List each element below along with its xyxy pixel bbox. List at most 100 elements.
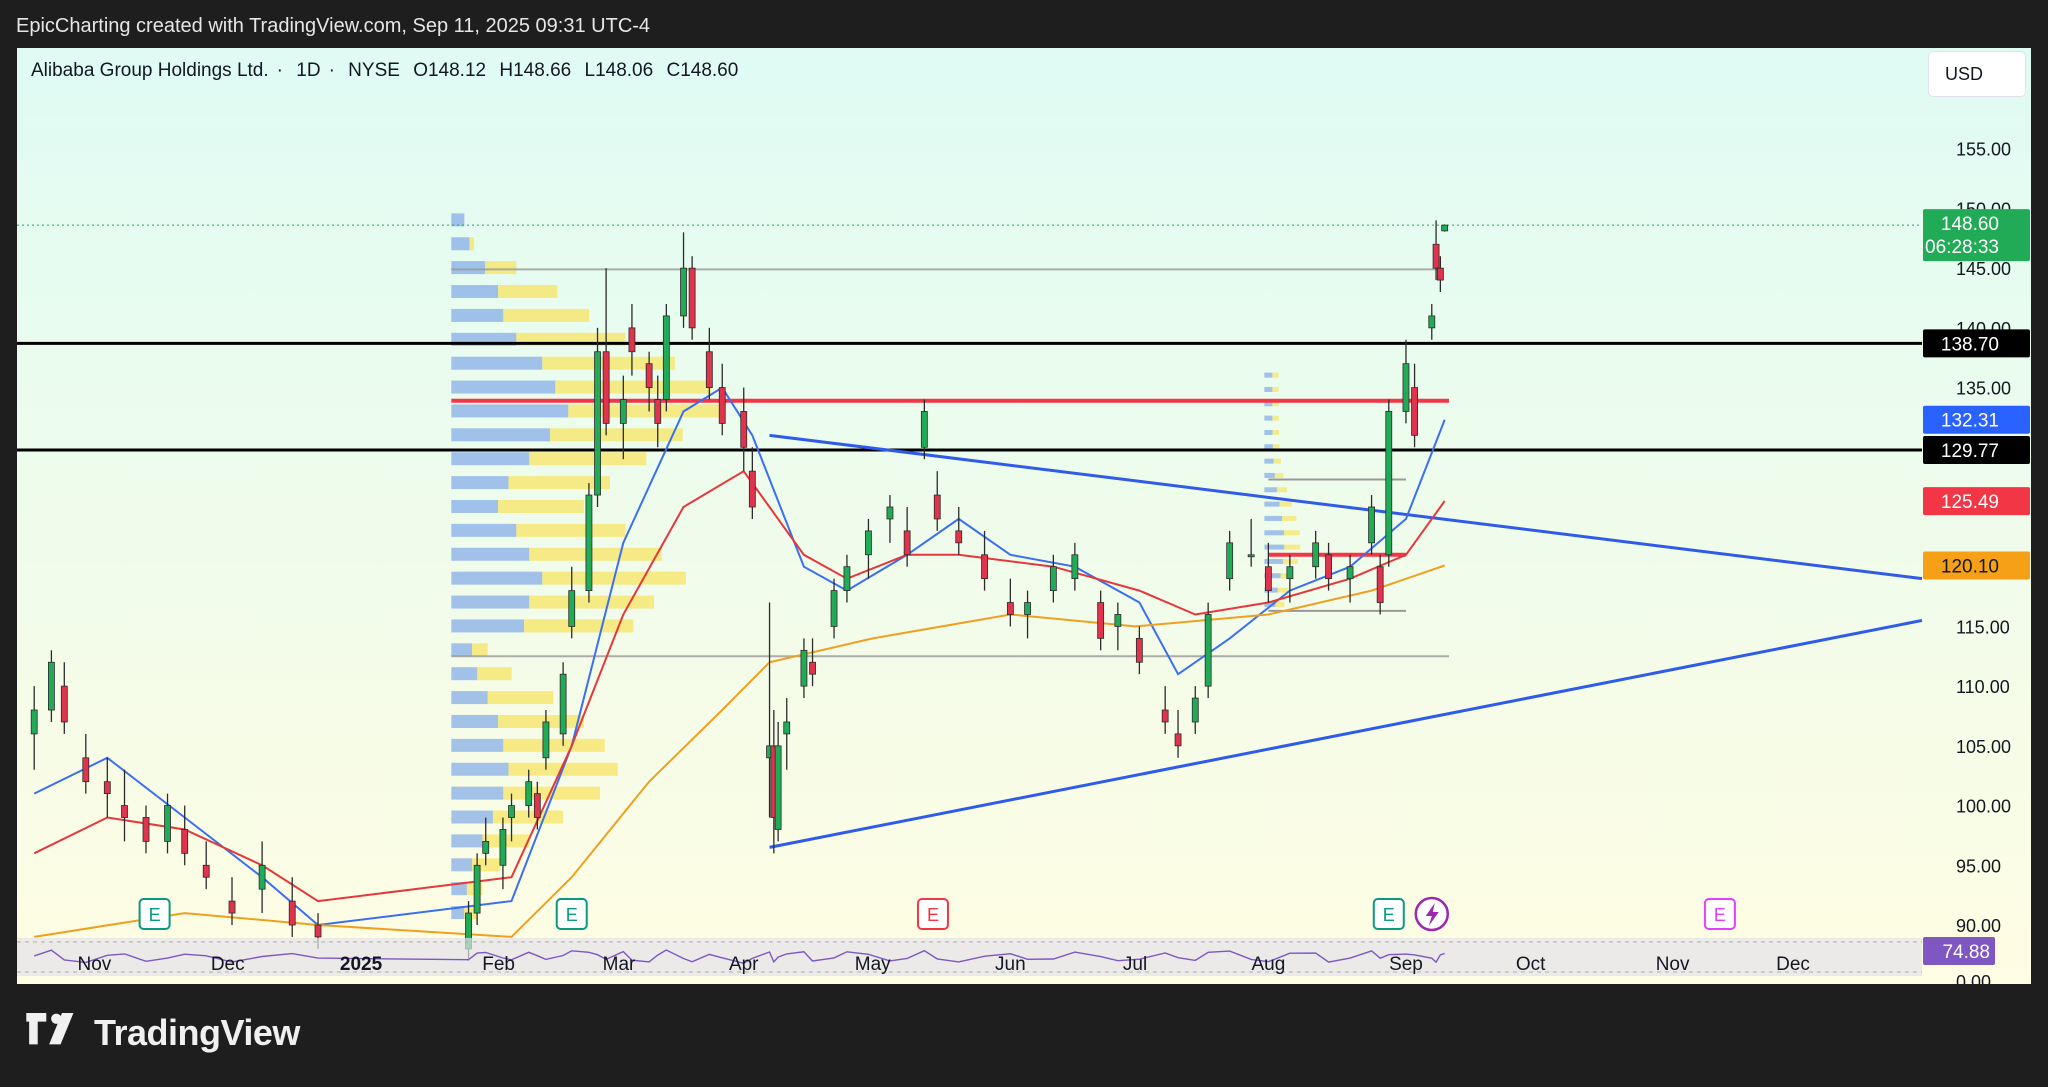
x-tick-label: 2025 — [340, 954, 383, 975]
volume-profile-bar-blue — [451, 380, 556, 394]
price-label-text: 120.10 — [1941, 557, 1999, 578]
earnings-event-marker: E — [916, 898, 949, 930]
interval: 1D — [296, 60, 321, 81]
volume-profile-bar-blue — [451, 714, 499, 728]
candle-body — [258, 864, 266, 890]
candle-body — [1441, 224, 1449, 232]
candle-body — [1402, 363, 1410, 412]
candle-body — [164, 805, 171, 842]
volume-profile-bar-blue — [1264, 429, 1273, 435]
candle-body — [1247, 554, 1255, 558]
volume-profile-bar-blue — [451, 738, 504, 752]
volume-profile-bar-yellow — [1274, 472, 1284, 478]
price-label-text: 138.70 — [1941, 334, 1999, 355]
candle-body — [1376, 566, 1384, 603]
candle-body — [228, 900, 236, 914]
candle-body — [800, 649, 808, 687]
volume-profile-bar-yellow — [529, 595, 655, 609]
candle-body — [1368, 506, 1375, 544]
earnings-marker-badge — [1372, 898, 1405, 930]
earnings-event-marker: E — [138, 898, 171, 930]
candle-body — [654, 399, 662, 424]
volume-profile-bar-yellow — [524, 619, 634, 633]
brand-wordmark: TradingView — [94, 1012, 300, 1053]
volume-profile-bar-blue — [1264, 601, 1276, 607]
x-tick-label: Jun — [995, 954, 1026, 975]
candle-body — [142, 817, 150, 842]
volume-profile-bar-blue — [451, 476, 509, 490]
volume-profile-bar-yellow — [1283, 530, 1300, 536]
volume-profile-bar-yellow — [1275, 601, 1285, 607]
candle-body — [602, 351, 610, 424]
candle-body — [1432, 243, 1440, 269]
volume-profile-bar-yellow — [498, 285, 558, 299]
price-chart[interactable]: EEEEE155.00150.00145.00140.00135.00130.0… — [17, 48, 2031, 984]
volume-profile-bar-yellow — [1284, 544, 1301, 550]
candle-body — [619, 399, 627, 424]
chart-panel[interactable]: EEEEE155.00150.00145.00140.00135.00130.0… — [17, 48, 2031, 984]
candle-body — [783, 721, 791, 735]
volume-profile-bar-blue — [1264, 458, 1274, 464]
earnings-event-marker: E — [1703, 898, 1736, 930]
volume-profile-bar-blue — [1264, 472, 1275, 478]
candle-body — [981, 554, 988, 580]
volume-profile-bar-blue — [451, 428, 551, 442]
y-tick-label: 115.00 — [1956, 617, 2010, 637]
candle-body — [718, 387, 726, 424]
candle-body — [1286, 566, 1294, 580]
moving-average-line — [33, 386, 1446, 927]
volume-profile-bar-yellow — [1279, 501, 1292, 507]
x-tick-label: Dec — [1776, 954, 1810, 975]
chart-background — [17, 48, 2031, 984]
volume-profile-bar-blue — [451, 404, 569, 418]
earnings-marker-badge — [555, 898, 588, 930]
volume-profile-bar-yellow — [1272, 372, 1279, 378]
volume-profile-bar-blue — [451, 523, 517, 537]
y-tick-label: 100.00 — [1956, 797, 2011, 817]
legend-separator: · — [276, 60, 283, 81]
volume-profile-bar-blue — [1264, 573, 1281, 579]
volume-profile-bar-blue — [451, 595, 530, 609]
candle-body — [1428, 315, 1436, 329]
candle-body — [48, 661, 55, 711]
x-tick-label: Aug — [1251, 954, 1285, 975]
x-tick-label: May — [855, 954, 891, 975]
candle-body — [955, 530, 963, 544]
candle-body — [628, 327, 636, 353]
countdown-label-text: 06:28:33 — [1925, 237, 1999, 258]
volume-profile-bar-blue — [451, 882, 467, 896]
volume-profile-bar-yellow — [1282, 515, 1297, 521]
volume-profile-bar-yellow — [503, 738, 605, 752]
tradingview-logo[interactable]: TradingView — [20, 1012, 300, 1054]
exchange: NYSE — [348, 60, 400, 81]
volume-profile-bar-yellow — [485, 261, 517, 275]
candle-body — [1204, 614, 1212, 687]
volume-profile-bar-blue — [451, 643, 473, 657]
candle-body — [1161, 709, 1169, 723]
open-value: O148.12 — [413, 60, 487, 81]
x-tick-label: Nov — [1656, 954, 1690, 975]
candle-body — [1346, 566, 1354, 580]
volume-profile-bar-yellow — [487, 691, 554, 705]
volume-profile-bar-blue — [451, 834, 483, 848]
earnings-marker-label: E — [927, 905, 939, 925]
price-label-badge — [1923, 436, 2030, 465]
flash-icon — [1425, 903, 1439, 926]
x-tick-label: Sep — [1389, 954, 1423, 975]
currency-button[interactable]: USD — [1929, 52, 2025, 96]
low-value: L148.06 — [584, 60, 654, 81]
candle-body — [533, 793, 541, 818]
volume-profile-bar-yellow — [1273, 458, 1281, 464]
candle-body — [30, 709, 38, 735]
attribution-text: EpicCharting created with TradingView.co… — [16, 15, 651, 37]
price-label-badge — [1923, 551, 2030, 580]
candle-body — [542, 721, 550, 759]
rsi-line — [33, 949, 1445, 965]
y-tick-label: 90.00 — [1956, 916, 2001, 936]
candle-body — [482, 841, 490, 854]
candle-body — [1097, 602, 1105, 639]
footer — [0, 984, 2048, 1087]
candle-body — [585, 494, 593, 591]
volume-profile-bar-blue — [1264, 444, 1273, 450]
volume-profile-bar-blue — [451, 667, 478, 681]
